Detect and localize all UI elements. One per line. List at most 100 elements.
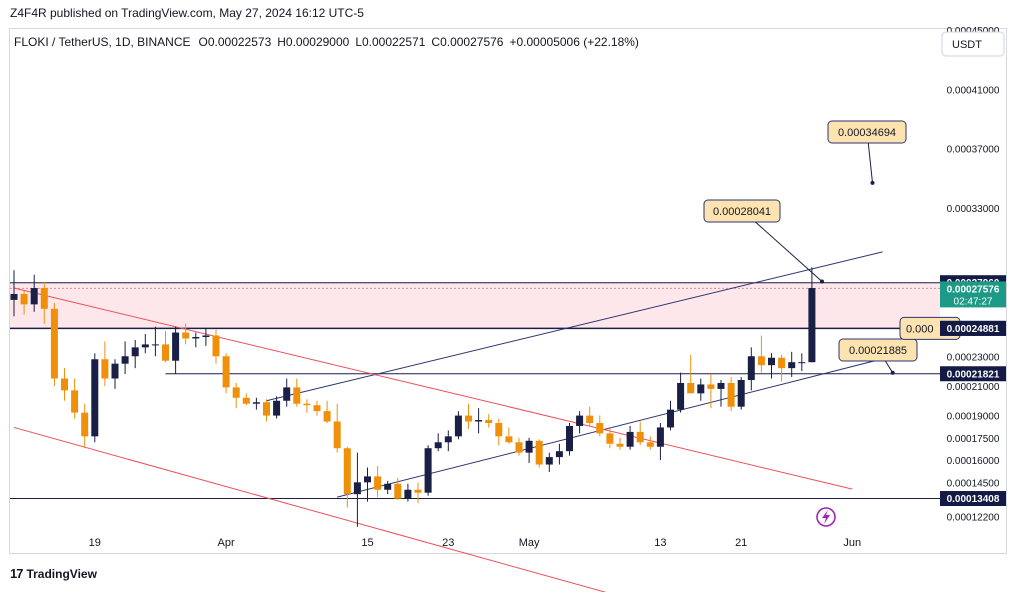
candle[interactable] [50,302,58,386]
candle[interactable] [747,347,755,391]
candle[interactable] [182,323,190,345]
up-channel-upper-line[interactable] [266,251,883,402]
candle[interactable] [353,452,361,527]
callout-target-box[interactable] [827,120,907,144]
candle-body [576,415,584,426]
candle[interactable] [545,452,553,472]
candle[interactable] [10,270,18,317]
candle[interactable] [737,377,745,410]
candle[interactable] [131,339,139,369]
candle[interactable] [667,400,674,431]
candle[interactable] [434,433,442,452]
candle[interactable] [101,341,109,386]
candle[interactable] [687,354,695,394]
candle[interactable] [768,353,775,379]
currency-button[interactable] [941,31,1005,57]
candle[interactable] [616,437,624,450]
candle[interactable] [505,427,513,444]
candle[interactable] [202,328,210,346]
candle[interactable] [91,353,99,443]
candle[interactable] [20,291,28,315]
down-channel-upper-line[interactable] [13,287,853,490]
candle[interactable] [454,411,462,440]
candle[interactable] [727,377,735,412]
candle[interactable] [475,408,483,434]
candle[interactable] [394,477,402,501]
candle[interactable] [555,443,563,465]
candle[interactable] [495,418,503,446]
candle[interactable] [212,329,220,364]
candle[interactable] [535,439,543,468]
candle[interactable] [121,341,129,375]
candle-body [232,387,240,398]
candle[interactable] [242,393,250,406]
candle[interactable] [515,437,523,456]
candle[interactable] [111,359,119,389]
candle[interactable] [283,378,291,407]
candle[interactable] [263,399,270,422]
lightning-icon[interactable] [816,507,836,527]
candle[interactable] [485,414,493,428]
candle[interactable] [374,466,382,498]
candle[interactable] [656,423,664,461]
candle[interactable] [717,379,725,407]
candle[interactable] [71,378,79,419]
candle[interactable] [636,421,644,446]
candle[interactable] [323,400,331,424]
candle[interactable] [61,368,68,401]
candle[interactable] [424,445,432,496]
candle[interactable] [252,397,260,410]
candle[interactable] [343,446,351,508]
candle[interactable] [596,415,604,437]
candle[interactable] [798,353,806,372]
candle[interactable] [606,428,614,449]
candle[interactable] [586,406,594,426]
x-tick-label: Jun [843,537,861,549]
candle[interactable] [141,334,149,354]
candle[interactable] [778,354,786,382]
candle[interactable] [40,282,48,324]
callout-support-box[interactable] [838,338,918,362]
candle[interactable] [444,430,452,452]
candle[interactable] [333,403,341,453]
candle[interactable] [566,423,573,456]
candle[interactable] [293,378,301,407]
up-channel-lower-line[interactable] [337,350,914,498]
candle[interactable] [808,267,816,363]
callout-high-anchor [820,279,824,284]
tradingview-logo-icon: 17 [10,566,24,581]
candle[interactable] [384,480,392,495]
candle[interactable] [232,382,240,409]
candle[interactable] [192,332,200,348]
candle[interactable] [646,436,654,450]
candle[interactable] [364,467,371,502]
candle[interactable] [525,437,533,464]
candle[interactable] [313,400,321,416]
candle[interactable] [303,399,311,413]
candle[interactable] [30,274,38,312]
candle[interactable] [81,403,89,449]
candle[interactable] [172,326,180,375]
candle[interactable] [576,411,584,434]
candle[interactable] [697,378,705,401]
x-tick-label: 21 [735,537,747,549]
callout-high-box[interactable] [703,199,781,223]
y-tick-label: 0.00012200 [947,512,1000,523]
candle[interactable] [757,335,765,373]
candle[interactable] [677,372,685,413]
down-channel-lower-line[interactable] [13,426,610,592]
candle[interactable] [707,374,715,409]
candle[interactable] [404,483,412,502]
candle[interactable] [414,482,422,504]
candle-body [172,332,180,361]
candle[interactable] [222,353,230,394]
candle[interactable] [626,425,634,450]
y-tick-label: 0.00023000 [947,352,1000,363]
candle[interactable] [273,396,281,419]
candle-body [596,423,604,434]
candle[interactable] [465,403,472,429]
candle[interactable] [151,326,159,357]
candle[interactable] [788,351,796,378]
candle[interactable] [162,331,169,363]
